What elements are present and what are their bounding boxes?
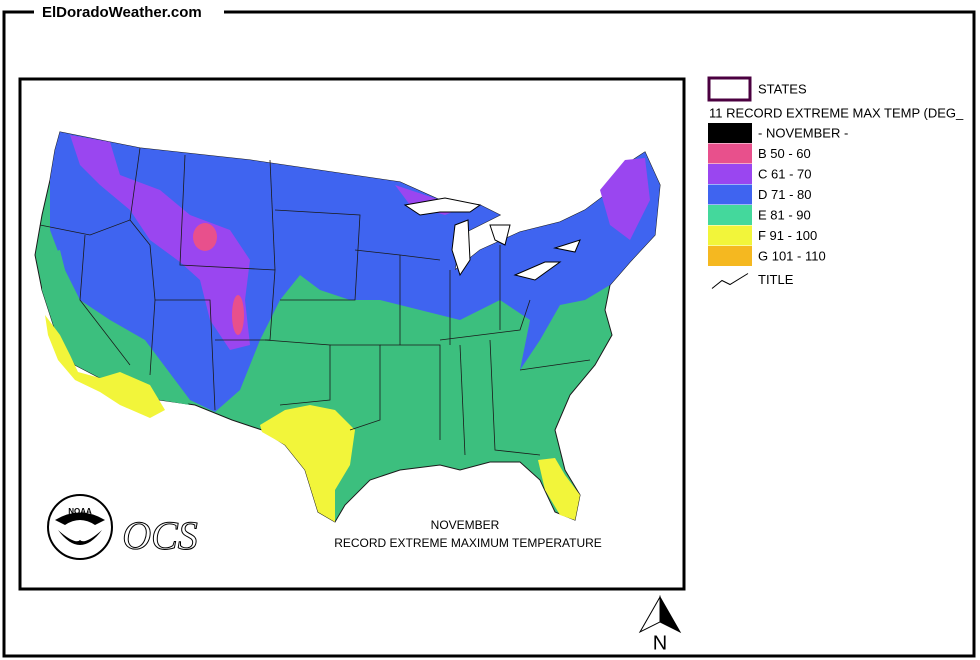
states-swatch (707, 76, 752, 102)
region-50-60 (232, 295, 244, 335)
legend-label: STATES (758, 81, 807, 96)
region-71-80 (50, 132, 660, 412)
region-50-60 (193, 223, 217, 251)
legend-label: D 71 - 80 (758, 187, 811, 202)
outer-frame (2, 10, 976, 658)
legend-swatch (708, 184, 752, 205)
legend-swatch (708, 164, 752, 184)
ocs-logo: OCS (122, 513, 198, 558)
legend-swatch (708, 246, 752, 266)
legend-swatch (708, 143, 752, 164)
legend: STATES 11 RECORD EXTREME MAX TEMP (DEG_ … (707, 76, 964, 289)
region-61-70 (70, 135, 250, 350)
legend-label: B 50 - 60 (758, 146, 811, 161)
map-caption: NOVEMBER (431, 518, 500, 532)
region-81-90 (42, 250, 190, 405)
legend-label: E 81 - 90 (758, 207, 811, 222)
legend-label: G 101 - 110 (758, 248, 826, 263)
legend-label: C 61 - 70 (758, 166, 811, 181)
region-61-70 (600, 158, 650, 240)
region-91-100 (260, 405, 355, 522)
title-symbol (711, 273, 749, 289)
title-backing (34, 2, 224, 24)
noaa-logo: NOAA (47, 494, 113, 560)
site-title: ElDoradoWeather.com (42, 4, 202, 21)
state-lines (39, 147, 591, 456)
legend-swatch (708, 205, 752, 225)
legend-swatch (708, 123, 752, 143)
north-label: N (653, 632, 667, 654)
north-arrow: N (638, 595, 682, 654)
legend-label: TITLE (758, 272, 794, 287)
noaa-text: NOAA (68, 507, 92, 516)
map-caption: RECORD EXTREME MAXIMUM TEMPERATURE (334, 536, 602, 550)
region-91-100 (538, 458, 580, 520)
region-91-100 (45, 315, 165, 418)
great-lakes (403, 197, 581, 281)
legend-heading: 11 RECORD EXTREME MAX TEMP (DEG_ (709, 105, 964, 120)
legend-label: - NOVEMBER - (758, 125, 848, 140)
legend-swatch (708, 225, 752, 246)
legend-label: F 91 - 100 (758, 228, 817, 243)
